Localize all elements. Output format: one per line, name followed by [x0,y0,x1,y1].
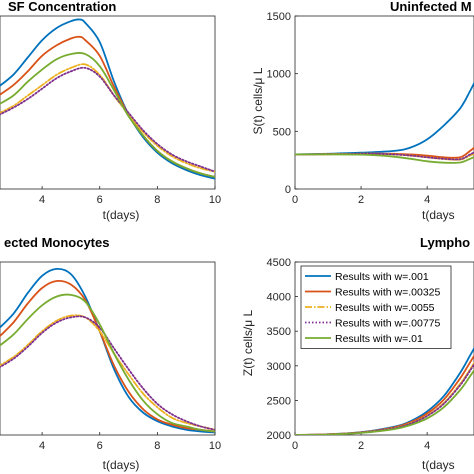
panel-2-xlabel: t(days [422,208,455,222]
y-tick-label: 4500 [267,257,291,269]
x-tick-label: 0 [292,440,298,452]
y-tick-label: 2500 [267,395,291,407]
series-line-4 [0,66,215,173]
y-tick-label: 3500 [267,326,291,338]
legend-entry-4: Results with w=.00775 [335,318,441,330]
panel-infected-monocytes: ected Monocytes 4 6 8 10 t(days) [0,235,221,472]
panel-3-plot: 4 6 8 10 [0,261,221,452]
x-tick-label: 8 [154,440,160,452]
legend: Results with w=.001 Results with w=.00325… [300,265,452,349]
x-tick-label: 4 [39,194,45,206]
series-line-5 [0,52,215,178]
panel-2-title: Uninfected M [390,0,472,14]
panel-3-xlabel: t(days) [103,458,140,472]
panel-2-ylabel: S(t) cells/μ L [251,67,265,134]
y-tick-label: 3000 [267,361,291,373]
series-line-1 [0,18,215,180]
x-tick-label: 6 [97,194,103,206]
x-tick-label: 4 [424,194,430,206]
x-tick-label: 6 [97,440,103,452]
panel-1-plot: 4 6 8 10 [0,15,221,206]
series-line-2 [0,279,215,433]
x-tick-label: 8 [154,194,160,206]
x-tick-label: 0 [292,194,298,206]
panel-1-title: SF Concentration [8,0,116,14]
series-line-5 [295,153,474,164]
panel-4-ylabel: Z(t) cells/μ L [241,310,255,377]
panel-sf-concentration: SF Concentration 4 6 8 10 t(days) [0,0,221,222]
y-tick-label: 0 [285,184,291,196]
y-tick-label: 500 [273,126,291,138]
y-tick-label: 4000 [267,292,291,304]
panel-uninfected: Uninfected M 0 2 4 0 500 1000 1500 t(days S(t)… [251,0,474,222]
panel-1-xlabel: t(days) [103,208,140,222]
series-line-5 [0,293,215,433]
y-tick-label: 2000 [267,430,291,442]
y-tick-label: 1500 [267,11,291,23]
panel-lympho: Lympho 0 2 4 2000 2500 3000 3500 4000 4500 t(day… [241,235,474,472]
series-line-5 [295,368,474,435]
legend-entry-2: Results with w=.00325 [335,287,441,299]
x-tick-label: 4 [424,440,430,452]
axes-box [294,15,474,190]
legend-box [300,265,452,349]
x-tick-label: 10 [209,440,221,452]
panel-4-xlabel: t(days [422,458,455,472]
axes-box [0,15,216,190]
panel-4-title: Lympho [420,235,470,250]
x-tick-label: 2 [358,194,364,206]
legend-entry-1: Results with w=.001 [335,271,429,283]
legend-entry-3: Results with w=.0055 [335,302,435,314]
legend-entry-5: Results with w=.01 [335,333,423,345]
panel-3-title: ected Monocytes [4,235,109,250]
panel-2-plot: 0 2 4 0 500 1000 1500 [267,11,474,206]
x-tick-label: 4 [39,440,45,452]
y-tick-label: 1000 [267,69,291,81]
x-tick-label: 2 [358,440,364,452]
x-tick-label: 10 [209,194,221,206]
series-line-3 [0,314,215,431]
